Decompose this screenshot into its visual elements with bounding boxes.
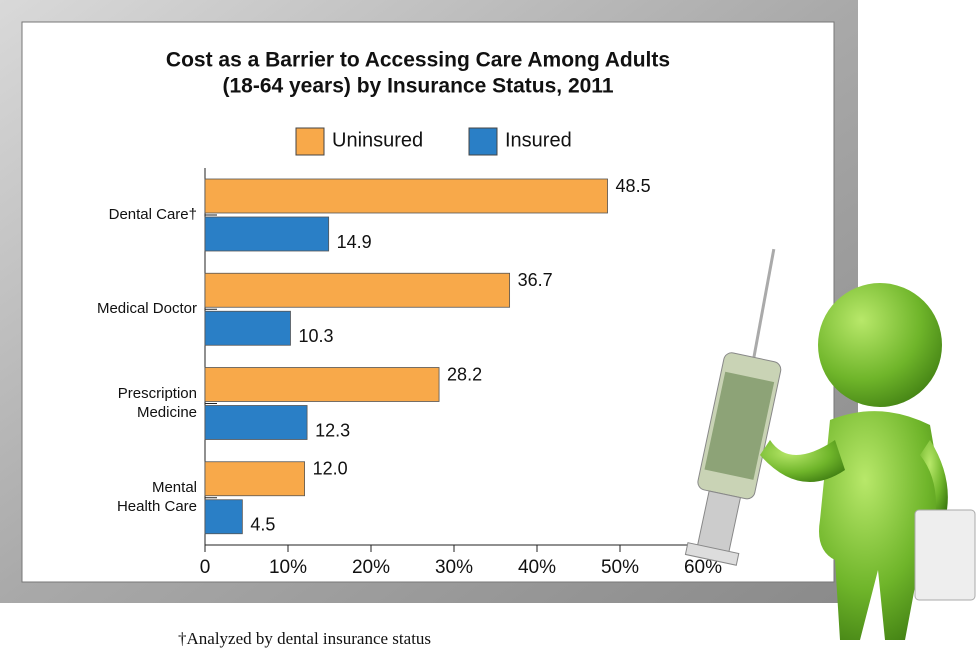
figure-arm [760, 440, 845, 482]
value-label: 10.3 [298, 326, 333, 346]
value-label: 12.0 [313, 459, 348, 479]
bar [204, 405, 308, 440]
legend-swatch [295, 127, 325, 156]
chart-title: Cost as a Barrier to Accessing Care Amon… [166, 49, 670, 72]
legend-label: Uninsured [332, 129, 423, 151]
value-label: 14.9 [337, 232, 372, 252]
bar [204, 178, 608, 214]
value-label: 12.3 [315, 420, 350, 440]
x-tick-label: 10% [269, 557, 307, 578]
money-bag [914, 509, 976, 601]
x-tick-label: 40% [518, 557, 556, 578]
bar [204, 367, 440, 402]
figure-arm [920, 440, 948, 520]
y-tick-label: Mental [152, 479, 197, 496]
bar [204, 499, 243, 535]
x-tick-label: 0 [200, 557, 211, 578]
legend-swatch [468, 127, 498, 156]
value-label: 28.2 [447, 364, 482, 384]
y-tick-label: Health Care [117, 498, 197, 515]
bar [204, 216, 330, 252]
bar [204, 461, 305, 497]
illustration [684, 248, 976, 640]
x-tick-label: 60% [684, 557, 722, 578]
x-tick-label: 20% [352, 557, 390, 578]
x-tick-label: 50% [601, 557, 639, 578]
bar [204, 310, 291, 346]
syringe [684, 248, 782, 566]
y-tick-label: Prescription [118, 385, 197, 402]
legend-label: Insured [505, 129, 572, 151]
chart-title: (18-64 years) by Insurance Status, 2011 [222, 75, 613, 98]
figure-head [818, 283, 942, 407]
y-tick-label: Medical Doctor [97, 300, 197, 317]
bar [204, 272, 511, 308]
figure-body [819, 411, 950, 640]
value-label: 4.5 [250, 515, 275, 535]
x-tick-label: 30% [435, 557, 473, 578]
y-tick-label: Medicine [137, 404, 197, 421]
value-label: 48.5 [616, 176, 651, 196]
value-label: 36.7 [518, 270, 553, 290]
y-tick-label: Dental Care† [109, 206, 197, 223]
chart: Cost as a Barrier to Accessing Care Amon… [97, 49, 722, 578]
footnote: †Analyzed by dental insurance status [178, 629, 431, 648]
